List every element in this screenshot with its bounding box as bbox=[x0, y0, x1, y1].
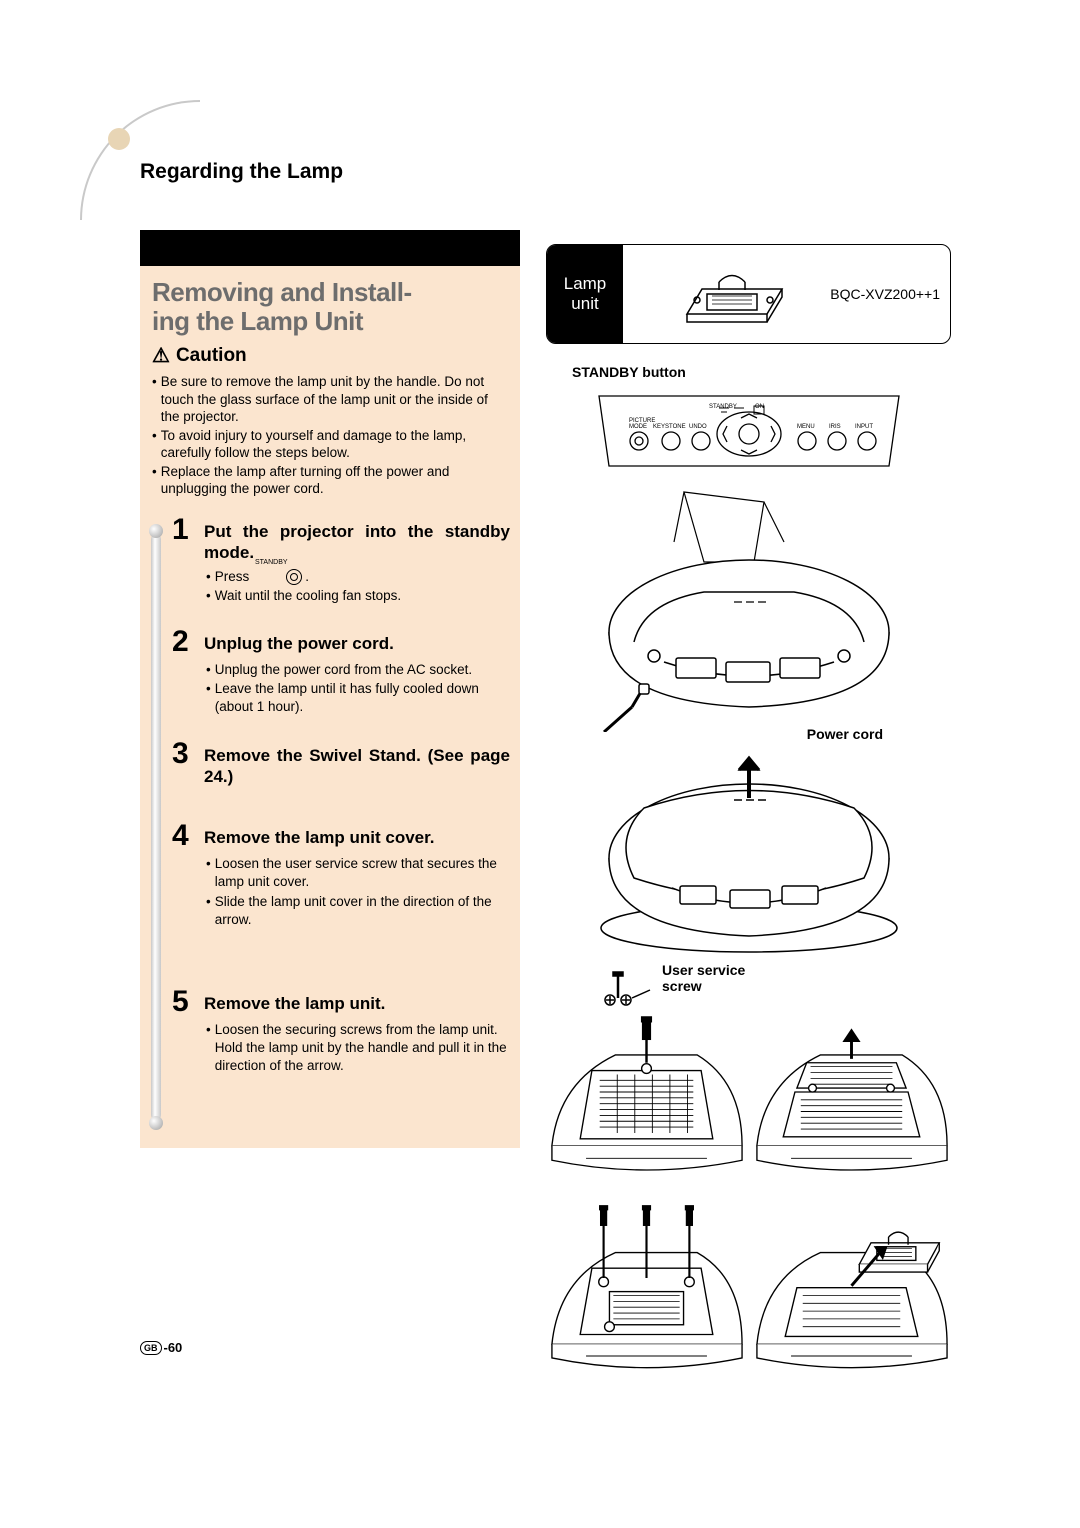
step-number: 4 bbox=[172, 821, 194, 851]
lamp-code: BQC-XVZ200++1 bbox=[830, 286, 950, 302]
step-title: Put the projector into the standby mode. bbox=[204, 515, 510, 564]
section-title-line1: Removing and Install- bbox=[152, 277, 412, 307]
lamp-removal-diagrams bbox=[546, 1198, 951, 1383]
step-number: 1 bbox=[172, 515, 194, 545]
page-number-value: -60 bbox=[164, 1340, 183, 1355]
corner-dot bbox=[108, 128, 130, 150]
step-number: 3 bbox=[172, 739, 194, 769]
lamp-label-l1: Lamp bbox=[564, 274, 607, 293]
step-sub-bullets: •Unplug the power cord from the AC socke… bbox=[172, 657, 510, 717]
cover-removal-diagrams bbox=[546, 1014, 951, 1180]
section-title: Removing and Install- ing the Lamp Unit bbox=[140, 266, 520, 345]
step-title: Remove the lamp unit cover. bbox=[204, 821, 435, 848]
caution-item: •Be sure to remove the lamp unit by the … bbox=[152, 373, 508, 426]
svg-text:ON: ON bbox=[755, 404, 764, 410]
caution-heading: ⚠ Caution bbox=[152, 345, 508, 367]
sub-bullet: •Loosen the securing screws from the lam… bbox=[206, 1021, 510, 1076]
svg-text:MODE: MODE bbox=[629, 424, 647, 430]
right-column: Lamp unit BQC-XVZ200++1 STAND bbox=[546, 244, 951, 1383]
svg-text:UNDO: UNDO bbox=[689, 424, 707, 430]
step-sub-bullets: •Loosen the securing screws from the lam… bbox=[172, 1017, 510, 1076]
svg-text:MENU: MENU bbox=[797, 424, 815, 430]
user-service-callout: User service screw bbox=[662, 962, 745, 994]
user-service-l2: screw bbox=[662, 978, 702, 994]
instruction-panel: Removing and Install- ing the Lamp Unit … bbox=[140, 266, 520, 1148]
svg-text:IRIS: IRIS bbox=[829, 424, 841, 430]
sub-bullet: •Press STANDBY . bbox=[206, 568, 510, 586]
step-5: 5 Remove the lamp unit. •Loosen the securi… bbox=[172, 987, 510, 1076]
step-sub-bullets: •Loosen the user service screw that secu… bbox=[172, 851, 510, 929]
step-title: Unplug the power cord. bbox=[204, 627, 394, 654]
section-title-line2: ing the Lamp Unit bbox=[152, 306, 363, 336]
page-region: GB bbox=[140, 1341, 162, 1355]
step-sub-bullets: •Press STANDBY .•Wait until the cooling … bbox=[172, 564, 510, 605]
step-1: 1 Put the projector into the standby mode… bbox=[172, 515, 510, 605]
step-4: 4 Remove the lamp unit cover. •Loosen the … bbox=[172, 821, 510, 929]
step-title: Remove the Swivel Stand. (See page 24.) bbox=[204, 739, 510, 788]
sub-bullet: •Wait until the cooling fan stops. bbox=[206, 587, 510, 605]
screw-pointer-icon bbox=[546, 970, 656, 1008]
caution-item: •To avoid injury to yourself and damage … bbox=[152, 427, 508, 462]
user-service-l1: User service bbox=[662, 962, 745, 978]
caution-block: ⚠ Caution •Be sure to remove the lamp un… bbox=[140, 345, 520, 515]
lamp-unit-box: Lamp unit BQC-XVZ200++1 bbox=[546, 244, 951, 344]
step-title: Remove the lamp unit. bbox=[204, 987, 385, 1014]
step-2: 2 Unplug the power cord. •Unplug the power… bbox=[172, 627, 510, 717]
sub-bullet: •Loosen the user service screw that secu… bbox=[206, 855, 510, 891]
svg-text:KEYSTONE: KEYSTONE bbox=[653, 424, 686, 430]
black-band bbox=[140, 230, 520, 266]
control-panel-diagram: PICTURE MODE KEYSTONE UNDO MENU IRIS INP… bbox=[546, 386, 951, 476]
left-column: Removing and Install- ing the Lamp Unit … bbox=[140, 230, 520, 1148]
sub-bullet: •Leave the lamp until it has fully coole… bbox=[206, 680, 510, 716]
lamp-label-l2: unit bbox=[571, 294, 598, 313]
step-number: 2 bbox=[172, 627, 194, 657]
page-number: GB -60 bbox=[140, 1340, 182, 1355]
caution-item: •Replace the lamp after turning off the … bbox=[152, 463, 508, 498]
projector-top-diagram bbox=[546, 748, 951, 958]
warning-icon: ⚠ bbox=[152, 346, 170, 366]
step-rail bbox=[146, 528, 166, 1126]
sub-bullet: •Unplug the power cord from the AC socke… bbox=[206, 661, 510, 679]
lamp-unit-label: Lamp unit bbox=[547, 245, 623, 343]
page-title: Regarding the Lamp bbox=[140, 160, 343, 184]
steps: 1 Put the projector into the standby mode… bbox=[140, 515, 520, 1076]
step-3: 3 Remove the Swivel Stand. (See page 24.) bbox=[172, 739, 510, 788]
svg-text:STANDBY: STANDBY bbox=[709, 404, 737, 410]
svg-text:INPUT: INPUT bbox=[855, 424, 873, 430]
sub-bullet: •Slide the lamp unit cover in the direct… bbox=[206, 893, 510, 929]
caution-label: Caution bbox=[176, 345, 247, 367]
standby-callout: STANDBY button bbox=[572, 364, 951, 380]
caution-list: •Be sure to remove the lamp unit by the … bbox=[152, 367, 508, 515]
step-number: 5 bbox=[172, 987, 194, 1017]
lamp-unit-illustration bbox=[623, 245, 830, 343]
projector-rear-diagram bbox=[546, 482, 951, 732]
standby-button-icon bbox=[286, 569, 302, 585]
